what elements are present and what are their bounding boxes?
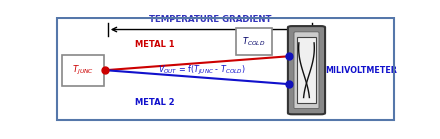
Text: $V_{OUT}$ = f($T_{JUNC}$ - $T_{COLD}$): $V_{OUT}$ = f($T_{JUNC}$ - $T_{COLD}$) [158,64,246,77]
Text: TEMPERATURE GRADIENT: TEMPERATURE GRADIENT [149,15,271,24]
FancyBboxPatch shape [236,28,271,55]
FancyBboxPatch shape [297,37,316,103]
FancyBboxPatch shape [294,32,319,109]
Text: $T_{COLD}$: $T_{COLD}$ [242,35,265,48]
Text: $T_{JUNC}$: $T_{JUNC}$ [72,64,94,77]
FancyBboxPatch shape [288,26,325,114]
FancyBboxPatch shape [62,55,104,86]
Text: METAL 2: METAL 2 [135,98,175,107]
Text: METAL 1: METAL 1 [135,40,175,49]
Text: MILIVOLTMETER: MILIVOLTMETER [325,66,397,75]
